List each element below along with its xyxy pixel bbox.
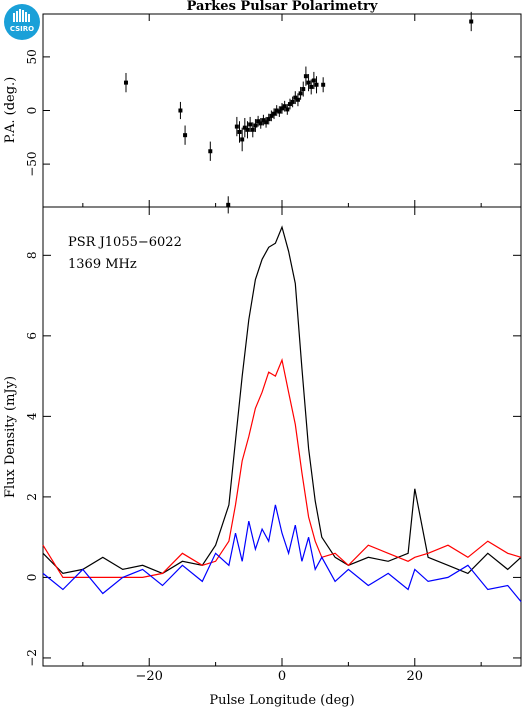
pa-point — [234, 124, 239, 129]
csiro-logo-bars — [13, 9, 30, 22]
pa-point — [240, 137, 245, 142]
pa-point — [248, 122, 253, 127]
flux-y-tick-label: 4 — [25, 412, 39, 420]
flux-panel-frame — [42, 206, 522, 667]
pa-point — [282, 104, 287, 109]
pa-point — [311, 78, 316, 83]
pa-axis-ticks: −50 0 50 — [25, 14, 521, 207]
pa-point — [285, 107, 290, 112]
pa-point — [272, 111, 277, 116]
pa-point — [290, 99, 295, 104]
pa-point — [253, 123, 258, 128]
pa-y-axis-label: P.A. (deg.) — [3, 77, 18, 144]
pa-points — [123, 11, 474, 214]
flux-y-tick-label: 8 — [25, 251, 39, 259]
pa-point — [258, 121, 263, 126]
pa-point — [264, 120, 269, 125]
pa-point — [301, 87, 306, 92]
flux-line-total — [42, 225, 522, 575]
flux-y-tick-label: 2 — [25, 493, 39, 501]
pa-point — [256, 119, 261, 124]
flux-y-tick-label: 6 — [25, 332, 39, 340]
pa-point — [208, 149, 213, 154]
chart-title: Parkes Pulsar Polarimetry — [187, 0, 378, 14]
frequency-annotation: 1369 MHz — [68, 257, 137, 272]
pa-point — [242, 125, 247, 130]
pa-y-tick-label: −50 — [25, 151, 39, 176]
x-axis-label: Pulse Longitude (deg) — [209, 693, 354, 708]
pa-point — [183, 133, 188, 138]
pa-point — [314, 82, 319, 87]
pa-point — [280, 106, 284, 111]
pa-point — [295, 97, 300, 102]
pa-y-tick-label: 50 — [25, 49, 39, 64]
pa-panel: −50 0 50 P.A. (deg.) — [3, 11, 522, 214]
pa-point — [266, 117, 271, 122]
pa-point — [298, 91, 303, 96]
pa-point — [274, 108, 279, 113]
pa-point — [123, 80, 128, 85]
pulsar-name-annotation: PSR J1055−6022 — [68, 235, 182, 250]
flux-x-tick-label: −20 — [136, 669, 163, 684]
pa-point — [287, 102, 292, 107]
flux-y-tick-label: 0 — [25, 574, 39, 582]
pa-point — [306, 80, 311, 85]
pa-point — [250, 127, 255, 132]
pa-point — [321, 82, 326, 87]
pa-point — [309, 84, 314, 89]
pa-point — [277, 109, 282, 114]
flux-line-circular — [42, 504, 522, 602]
pa-point — [237, 129, 242, 134]
flux-series — [42, 225, 522, 602]
pa-point — [245, 127, 250, 132]
csiro-logo-text: CSIRO — [10, 25, 34, 33]
pa-point — [261, 118, 266, 123]
flux-x-tick-label: 0 — [278, 669, 286, 684]
flux-x-tick-label: 20 — [407, 669, 424, 684]
flux-line-linear — [42, 357, 522, 579]
csiro-logo: CSIRO — [4, 4, 40, 40]
pa-y-tick-label: 0 — [25, 107, 39, 115]
pa-point — [303, 74, 308, 79]
flux-y-tick-label: −2 — [25, 649, 39, 667]
pa-point — [226, 202, 231, 207]
pa-point — [269, 113, 274, 118]
pa-point — [469, 19, 474, 24]
flux-y-axis-label: Flux Density (mJy) — [3, 376, 18, 498]
pa-point — [178, 108, 183, 113]
pa-point — [293, 95, 298, 100]
